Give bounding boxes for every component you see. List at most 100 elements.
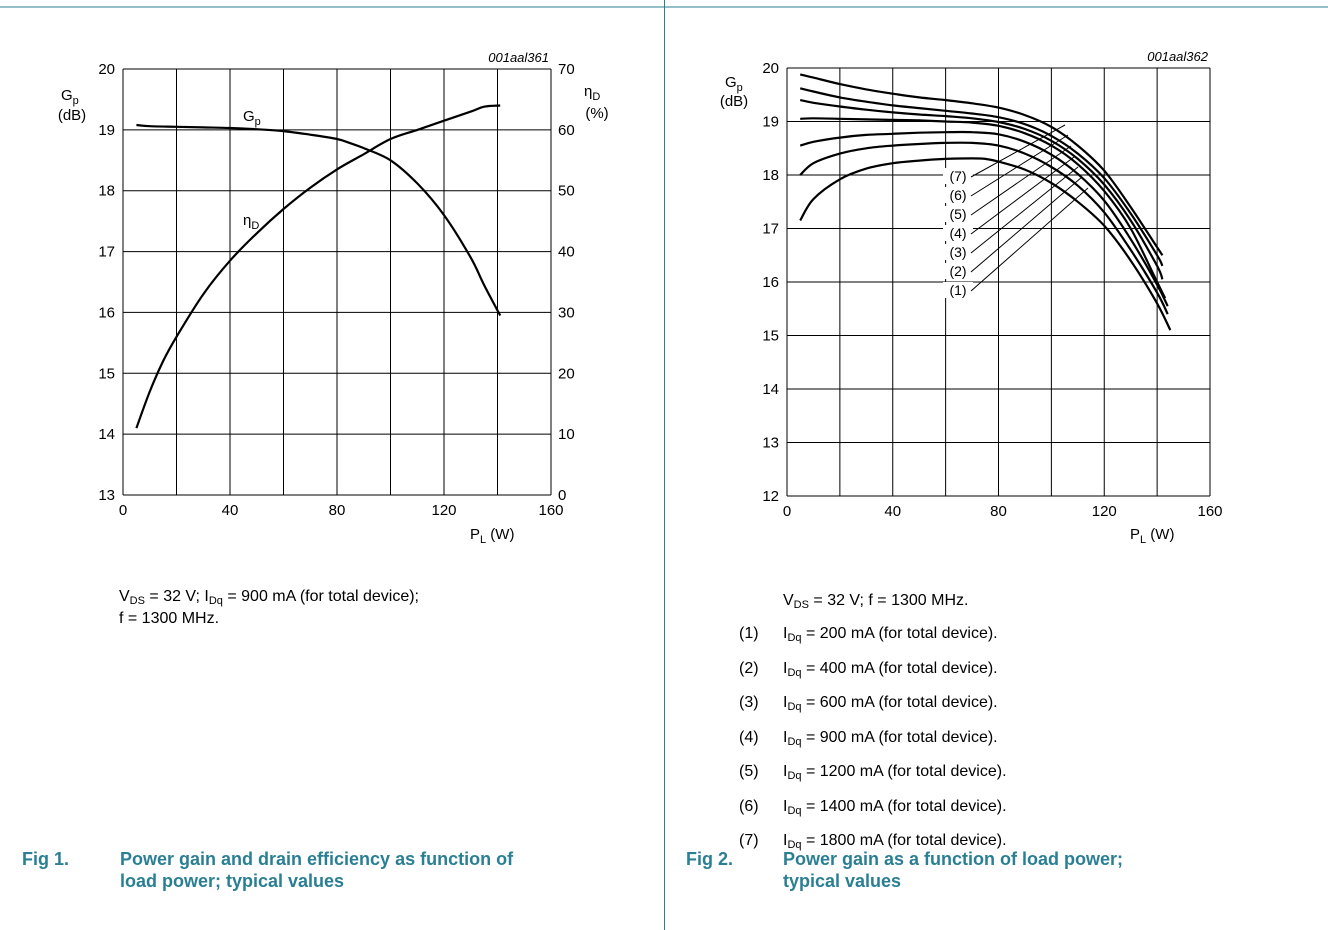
note-number: (3) [739, 694, 759, 711]
chart2-leader-line [970, 187, 1089, 292]
chart2-y-tick-label: 16 [762, 274, 779, 291]
chart2-x-axis-label: PL (W) [1130, 526, 1174, 546]
chart1-y2-tick-label: 20 [558, 365, 575, 382]
chart2-x-tick-label: 80 [990, 503, 1007, 520]
chart2-curve-label: (7) [949, 168, 966, 184]
chart2-x-tick-label: 40 [884, 503, 901, 520]
chart1-x-tick-label: 120 [431, 502, 456, 519]
chart1-y2-axis-label: ηD [584, 83, 600, 103]
fig2-conditions: VDS = 32 V; f = 1300 MHz. [783, 592, 969, 611]
chart1-y2-tick-label: 0 [558, 487, 566, 504]
note-text: IDq = 1400 mA (for total device). [783, 797, 1007, 817]
chart2-series-line [800, 117, 1167, 299]
note-text: IDq = 400 mA (for total device). [783, 659, 998, 679]
fig1-conditions: VDS = 32 V; IDq = 900 mA (for total devi… [119, 588, 419, 627]
chart1-y-axis-label: Gp [61, 87, 79, 107]
chart1-x-tick-label: 160 [538, 502, 563, 519]
chart1-y2-tick-label: 40 [558, 244, 575, 261]
chart2-y-tick-label: 15 [762, 328, 779, 345]
chart1-y-tick-label: 17 [98, 244, 115, 261]
chart1-series-gp [136, 123, 502, 317]
chart2-y-axis-label: Gp [725, 74, 743, 94]
note-number: (5) [739, 763, 759, 780]
chart1-y2-tick-label: 30 [558, 304, 575, 321]
chart1-y-tick-label: 14 [98, 426, 115, 443]
chart2-leader-line [970, 124, 1066, 178]
chart2-curve-label-bg [943, 168, 973, 184]
chart1-y-tick-label: 16 [98, 304, 115, 321]
chart2-y-tick-label: 20 [762, 60, 779, 77]
chart2-curve-label: (4) [949, 225, 966, 241]
note-row: (2) IDq = 400 mA (for total device). [739, 660, 1139, 682]
fig2-label: Fig 2. [686, 849, 734, 869]
chart2-y-tick-label: 18 [762, 167, 779, 184]
chart2-series-line [799, 99, 1164, 280]
chart2-y-tick-label: 12 [762, 488, 779, 505]
chart1-x-axis-label: PL (W) [470, 526, 514, 546]
chart2-y-tick-label: 13 [762, 435, 779, 452]
chart2-leader-line [970, 134, 1069, 197]
chart2-curve-label: (1) [949, 282, 966, 298]
chart2-y-axis-unit: (dB) [720, 93, 748, 110]
note-row: (3) IDq = 600 mA (for total device). [739, 694, 1139, 716]
note-number: (2) [739, 659, 759, 677]
chart1-y2-tick-label: 60 [558, 122, 575, 139]
note-row: (4) IDq = 900 mA (for total device). [739, 729, 1139, 751]
chart1-y2-tick-label: 50 [558, 183, 575, 200]
fig2-title: Power gain as a function of load power; t… [783, 849, 1124, 891]
chart2-x-tick-label: 160 [1197, 503, 1222, 520]
chart1-x-tick-label: 40 [222, 502, 239, 519]
chart2-leader-line [970, 145, 1072, 216]
chart2-curve-label: (6) [949, 187, 966, 203]
chart2-leader-line [970, 166, 1079, 254]
chart2-leader-line [970, 156, 1075, 235]
chart1-y2-tick-label: 10 [558, 426, 575, 443]
chart2-series-line [799, 157, 1172, 331]
note-text: IDq = 600 mA (for total device). [783, 694, 998, 713]
note-row: (5) IDq = 1200 mA (for total device). [739, 763, 1139, 785]
chart2-curve-label-bg [943, 225, 973, 241]
chart2-x-tick-label: 0 [783, 503, 791, 520]
chart1-x-tick-label: 0 [119, 502, 127, 519]
chart1-y-tick-label: 18 [98, 183, 115, 200]
chart2-series-line [799, 87, 1164, 267]
chart2-y-tick-label: 14 [762, 381, 779, 398]
chart2-curve-label-bg [943, 187, 973, 203]
chart1-y-tick-label: 13 [98, 487, 115, 504]
note-number: (1) [739, 625, 759, 642]
chart2-curve-label-bg [943, 263, 973, 279]
chart2-leader-line [970, 176, 1083, 273]
note-number: (7) [739, 832, 759, 849]
note-row: (6) IDq = 1400 mA (for total device). [739, 798, 1139, 820]
chart1-series-etad [135, 104, 501, 429]
chart1-y-tick-label: 20 [98, 61, 115, 78]
chart2-curve-label: (3) [949, 244, 966, 260]
chart1-series-label-etad: ηD [243, 212, 259, 232]
note-text: IDq = 1200 mA (for total device). [783, 763, 1007, 782]
fig1-title: Power gain and drain efficiency as funct… [120, 849, 514, 891]
chart1-y-axis-unit: (dB) [58, 107, 86, 124]
chart2-x-tick-label: 120 [1092, 503, 1117, 520]
note-row: (1) IDq = 200 mA (for total device). [739, 625, 1139, 647]
chart2-curve-label: (2) [949, 263, 966, 279]
chart2-curve-label-bg [943, 282, 973, 298]
chart1-x-tick-label: 80 [329, 502, 346, 519]
note-text: IDq = 1800 mA (for total device). [783, 832, 1007, 851]
chart2-series-line [799, 130, 1169, 307]
chart1-y-tick-label: 19 [98, 122, 115, 139]
chart1-code: 001aal361 [488, 50, 549, 65]
fig1-label: Fig 1. [22, 849, 70, 869]
chart2-code: 001aal362 [1147, 49, 1208, 64]
chart2-y-tick-label: 19 [762, 114, 779, 131]
chart2-series-line [799, 141, 1169, 315]
chart2-curve-label: (5) [949, 206, 966, 222]
note-text: IDq = 900 mA (for total device). [783, 728, 998, 748]
chart1-series-label-gp: Gp [243, 108, 261, 128]
note-text: IDq = 200 mA (for total device). [783, 625, 998, 644]
note-number: (6) [739, 797, 759, 815]
chart1-y-tick-label: 15 [98, 365, 115, 382]
note-row: (7) IDq = 1800 mA (for total device). [739, 832, 1139, 854]
chart1-y2-axis-unit: (%) [585, 105, 608, 122]
panel-divider [664, 0, 665, 930]
